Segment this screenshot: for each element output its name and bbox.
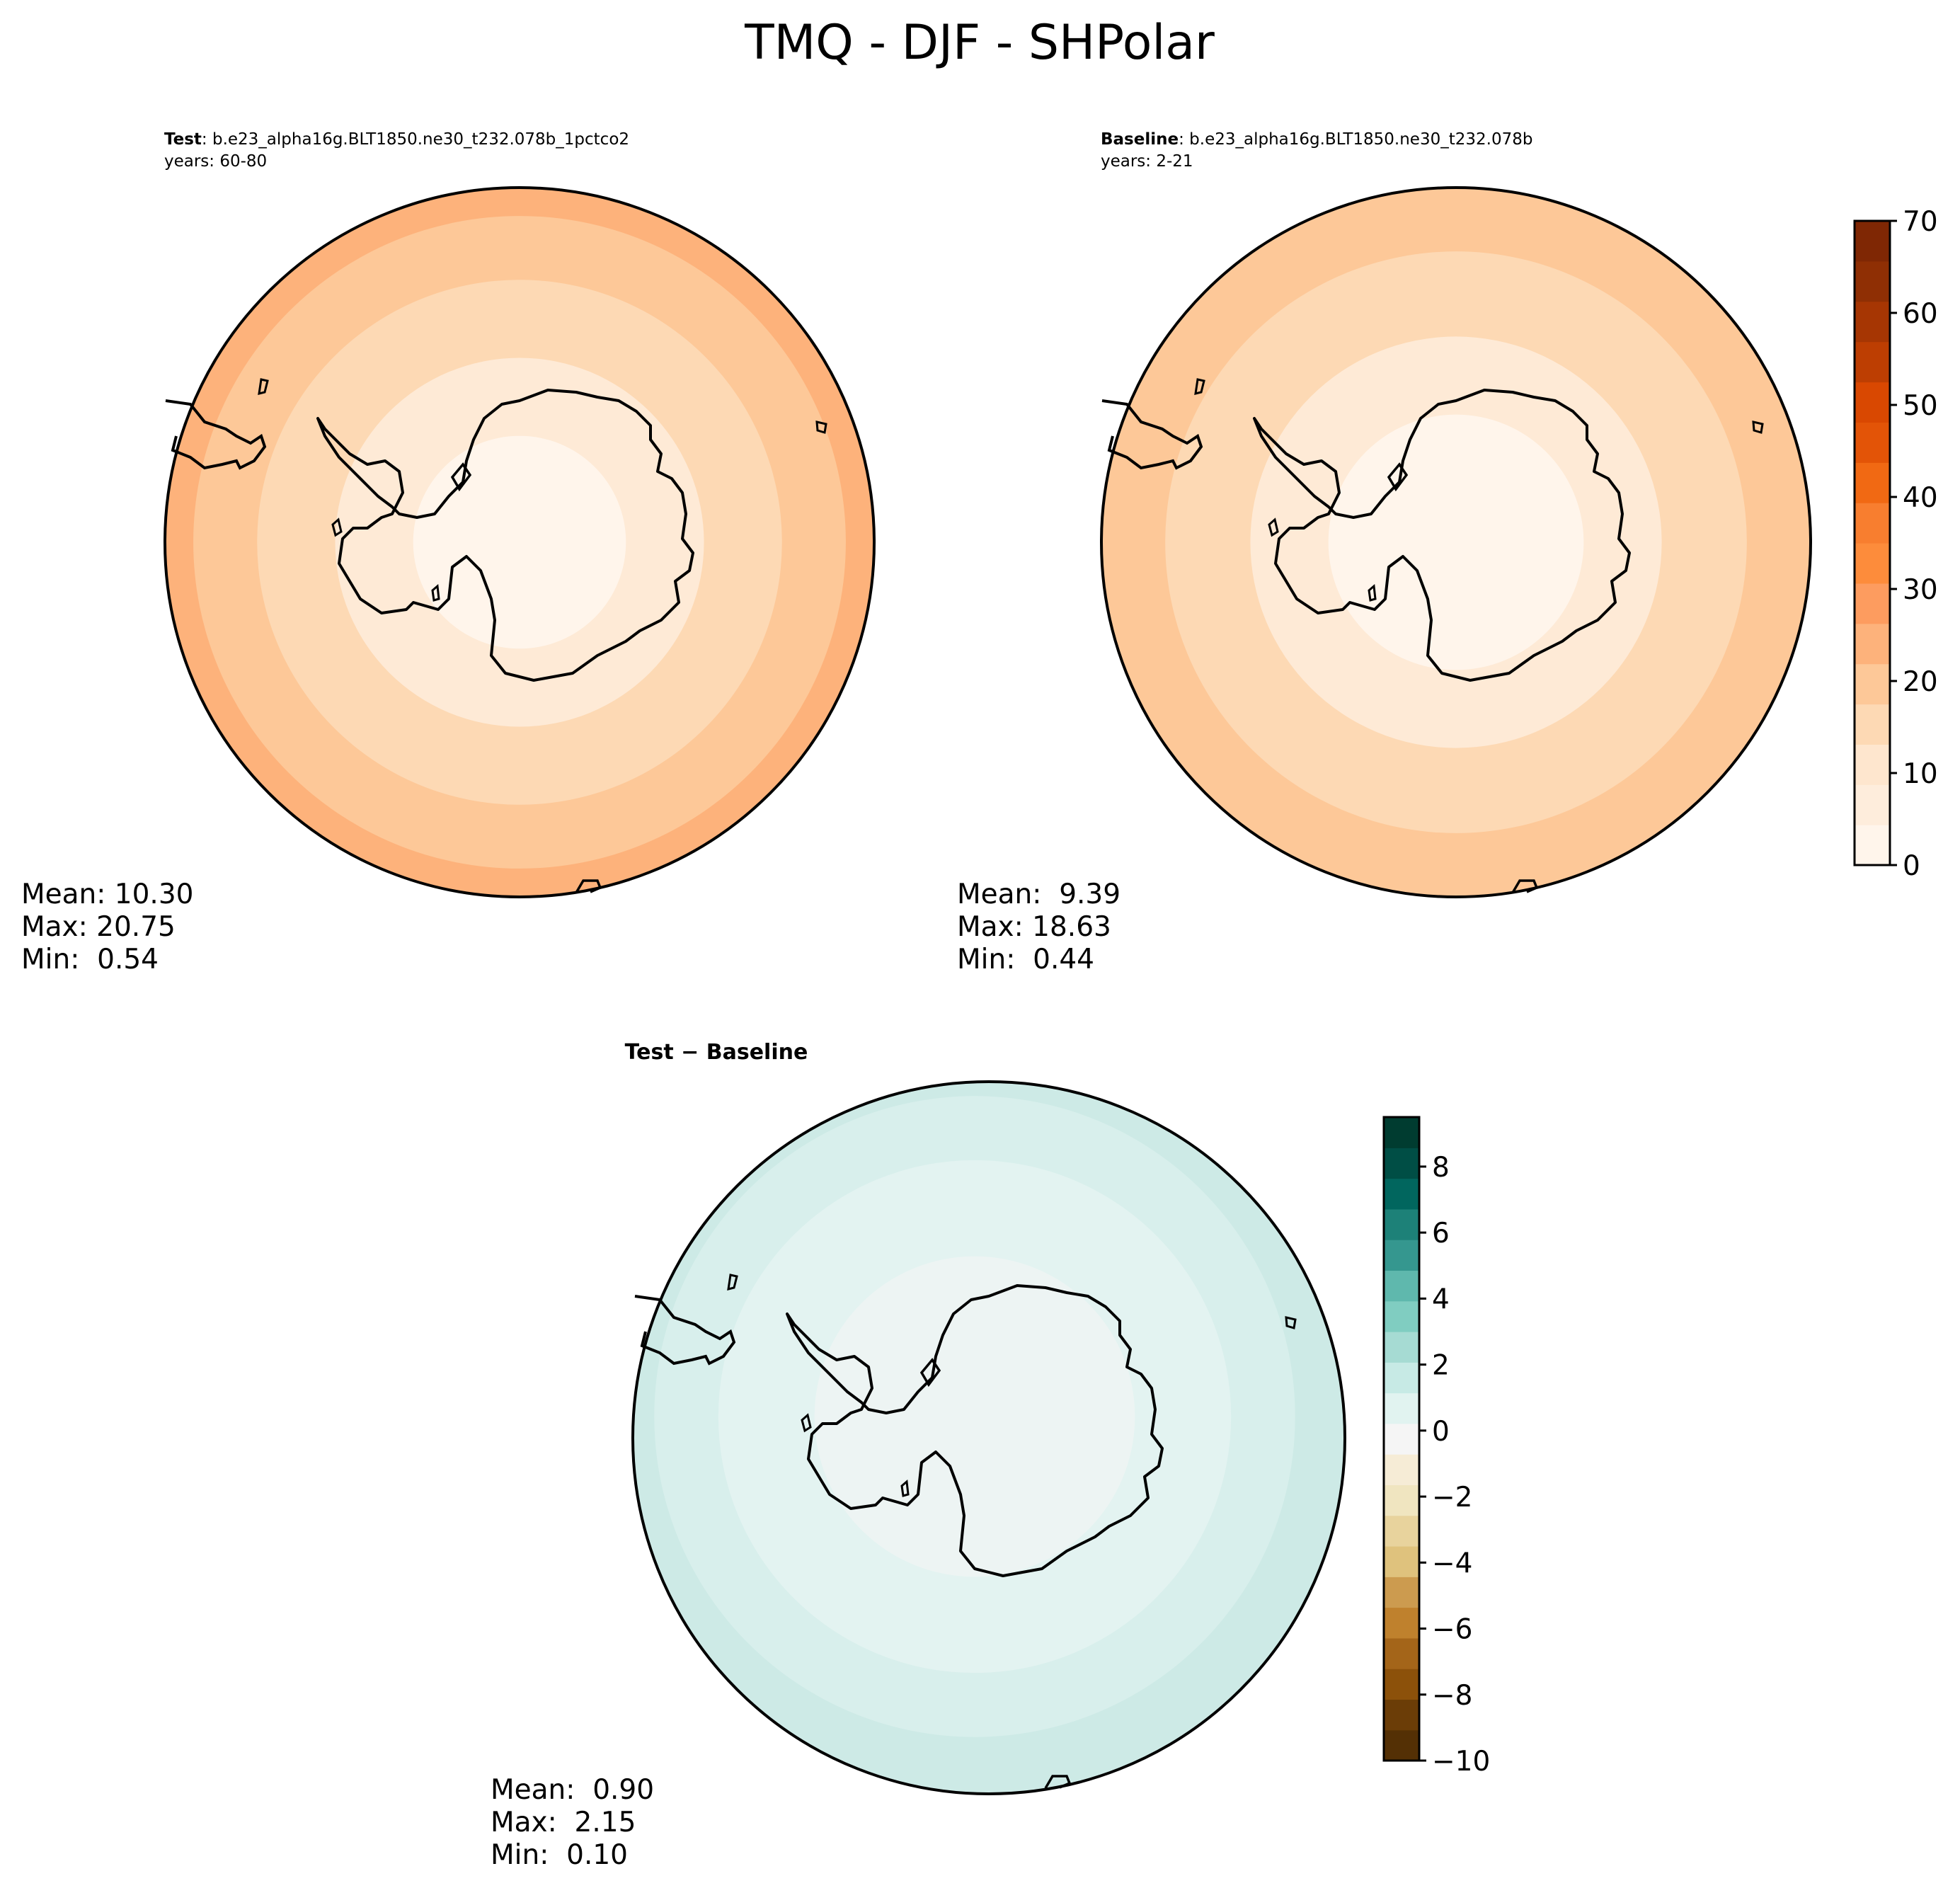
baseline-header-case: : b.e23_alpha16g.BLT1850.ne30_t232.078b [1179,130,1532,149]
colorbar-top-tick-label-1: 10 [1903,758,1938,790]
baseline-max: Max: 18.63 [957,911,1111,943]
test-header-case: : b.e23_alpha16g.BLT1850.ne30_t232.078b_… [202,130,629,149]
colorbar-bottom-swatch-20 [1384,1117,1419,1148]
colorbar-top-swatch-2 [1855,744,1890,785]
difference-map [631,1080,1346,1795]
colorbar-bottom-tick-label-6: −4 [1432,1547,1473,1579]
test-header-bold: Test [164,130,202,149]
colorbar-top-swatch-12 [1855,341,1890,383]
colorbar-top-swatch-13 [1855,301,1890,343]
colorbar-top-tick-label-6: 60 [1903,298,1938,330]
colorbar-top-tick-label-5: 50 [1903,390,1938,422]
colorbar-top-tick-label-4: 40 [1903,482,1938,514]
colorbar-top-swatch-4 [1855,663,1890,705]
colorbar-bottom: 8 6 4 2 0 −2 −4 −6 −8 −10 [1382,1116,1490,1778]
contour-band-1-3 [1328,414,1584,670]
colorbar-bottom-swatch-8 [1384,1484,1419,1516]
baseline-mean: Mean: 9.39 [957,879,1121,910]
colorbar-bottom-swatch-2 [1384,1669,1419,1700]
colorbar-top-tick-label-7: 70 [1903,206,1938,238]
colorbar-bottom-tick-label-5: −2 [1432,1482,1473,1514]
difference-max: Max: 2.15 [491,1807,636,1838]
colorbar-top-swatch-11 [1855,382,1890,423]
colorbar-top-swatch-15 [1855,221,1890,262]
colorbar-bottom-tick-label-4: 0 [1432,1416,1450,1448]
colorbar-bottom-swatch-15 [1384,1270,1419,1302]
colorbar-bottom-swatch-16 [1384,1240,1419,1271]
colorbar-bottom-swatch-9 [1384,1454,1419,1486]
panel-baseline: Baseline: b.e23_alpha16g.BLT1850.ne30_t2… [957,130,1938,976]
baseline-min: Min: 0.44 [957,944,1094,976]
contour-band-2-3 [814,1256,1135,1577]
colorbar-top-swatch-3 [1855,704,1890,745]
panel-difference: Test − Baseline Mean: 0.90 Max: 2.15 Min… [491,1040,1490,1871]
colorbar-bottom-swatch-13 [1384,1332,1419,1363]
colorbar-top-tick-label-0: 0 [1903,850,1920,882]
test-map [164,186,876,898]
colorbar-bottom-swatch-19 [1384,1148,1419,1179]
colorbar-bottom-swatch-1 [1384,1699,1419,1731]
colorbar-top-swatch-1 [1855,784,1890,825]
colorbar-bottom-swatch-10 [1384,1423,1419,1455]
colorbar-bottom-swatch-0 [1384,1729,1419,1761]
difference-map-border [631,1080,1346,1795]
baseline-header: Baseline: b.e23_alpha16g.BLT1850.ne30_t2… [1101,130,1532,149]
colorbar-bottom-tick-label-1: 6 [1432,1218,1450,1249]
baseline-map [1100,186,1812,898]
contour-band-0-4 [413,435,626,649]
test-years: years: 60-80 [164,152,267,171]
colorbar-bottom-swatch-6 [1384,1546,1419,1577]
colorbar-bottom-swatch-4 [1384,1607,1419,1639]
colorbar-bottom-tick-label-3: 2 [1432,1350,1450,1382]
colorbar-bottom-swatch-11 [1384,1392,1419,1424]
colorbar-top-swatch-14 [1855,261,1890,302]
colorbar-bottom-frame [1382,1116,1421,1762]
colorbar-bottom-tick-label-2: 4 [1432,1283,1450,1315]
colorbar-bottom-swatch-17 [1384,1208,1419,1240]
difference-header: Test − Baseline [625,1040,808,1065]
colorbar-top: 0 10 20 30 40 50 60 70 [1853,206,1938,882]
baseline-years: years: 2-21 [1101,152,1193,171]
colorbar-bottom-tick-label-7: −6 [1432,1614,1473,1646]
colorbar-bottom-tick-label-8: −8 [1432,1680,1473,1712]
colorbar-bottom-swatch-7 [1384,1515,1419,1547]
test-mean: Mean: 10.30 [21,879,193,910]
colorbar-top-swatch-9 [1855,462,1890,503]
colorbar-top-swatch-6 [1855,583,1890,624]
baseline-map-border [1100,186,1812,898]
panel-test: Test: b.e23_alpha16g.BLT1850.ne30_t232.0… [21,130,876,976]
colorbar-top-swatch-10 [1855,422,1890,463]
colorbar-top-tick-label-3: 30 [1903,574,1938,606]
colorbar-bottom-tick-label-0: 8 [1432,1152,1450,1184]
colorbar-bottom-swatch-14 [1384,1300,1419,1332]
colorbar-bottom-swatch-3 [1384,1637,1419,1669]
colorbar-top-frame [1853,219,1891,866]
colorbar-top-swatch-5 [1855,623,1890,665]
baseline-header-bold: Baseline [1101,130,1179,149]
colorbar-top-swatch-7 [1855,543,1890,584]
test-map-border [164,186,876,898]
colorbar-bottom-swatch-18 [1384,1178,1419,1210]
colorbar-bottom-swatch-12 [1384,1362,1419,1394]
test-header: Test: b.e23_alpha16g.BLT1850.ne30_t232.0… [164,130,629,149]
colorbar-top-tick-label-2: 20 [1903,666,1938,698]
difference-min: Min: 0.10 [491,1839,628,1871]
colorbar-top-swatch-0 [1855,825,1890,866]
colorbar-bottom-swatch-5 [1384,1577,1419,1608]
figure-title: TMQ - DJF - SHPolar [744,15,1215,71]
difference-mean: Mean: 0.90 [491,1774,654,1806]
colorbar-bottom-tick-label-9: −10 [1432,1746,1490,1778]
colorbar-top-swatch-8 [1855,503,1890,544]
test-max: Max: 20.75 [21,911,176,943]
test-min: Min: 0.54 [21,944,159,976]
